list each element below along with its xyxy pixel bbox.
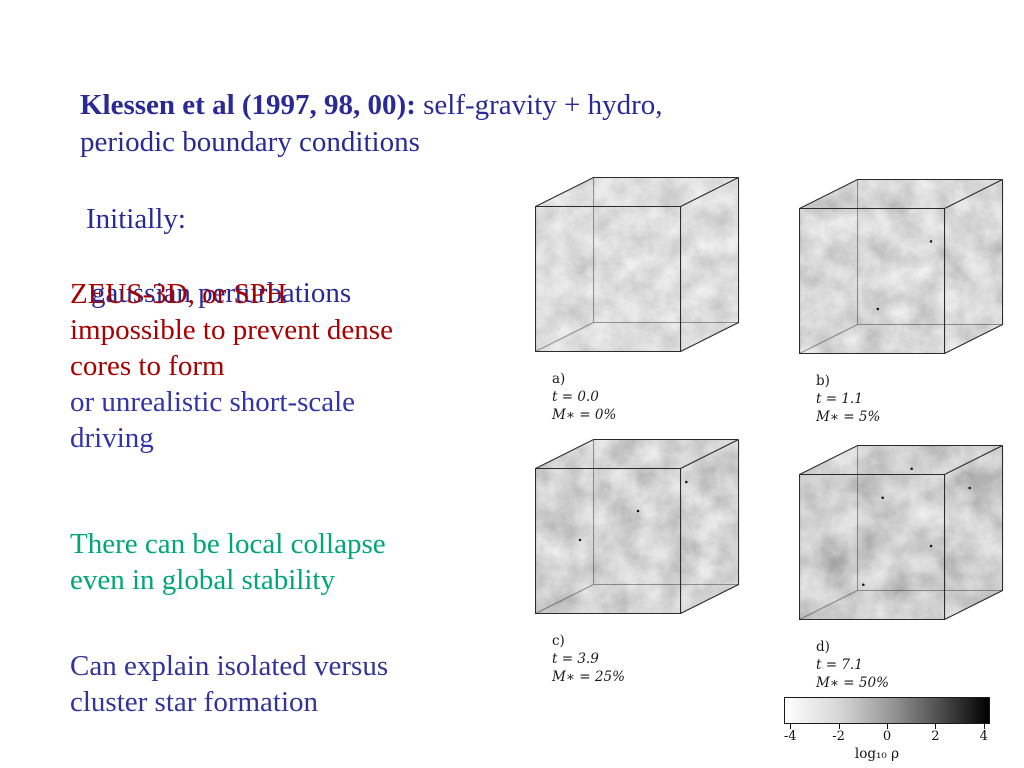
title-citation: Klessen et al (1997, 98, 00): [80,89,416,121]
panel-label: c) [552,633,565,649]
panel-time: t = 7.1 [816,657,863,673]
density-cube-image-d [799,444,1004,621]
simulation-panel-d: d) t = 7.1 M∗ = 50% [786,430,1018,692]
density-colorbar: -4 -2 0 2 4 log₁₀ ρ [784,697,990,762]
tick-label: -4 [783,729,797,744]
sink-particle-dots [862,467,971,586]
sink-particle-dots [578,480,688,542]
density-cube-image-a [535,176,740,353]
title-description: self-gravity + hydro, periodic boundary … [80,89,663,158]
gaussian-perturbations-label: gaussian perturbations [91,277,352,309]
colorbar-axis-label: log₁₀ ρ [854,746,900,762]
panel-label: d) [816,639,830,655]
simulation-panel-c: c) t = 3.9 M∗ = 25% [522,424,754,686]
density-cube-image-c [535,438,740,615]
panel-mass-fraction: M∗ = 25% [552,669,625,685]
tick-label: -2 [832,729,845,744]
panel-mass-fraction: M∗ = 5% [816,409,881,425]
panel-time: t = 1.1 [816,391,863,407]
local-collapse-text: There can be local collapse even in glob… [70,528,386,596]
simulation-panel-a: a) t = 0.0 M∗ = 0% [522,162,754,424]
colorbar-tickmarks [784,724,990,729]
simulation-panel-b: b) t = 1.1 M∗ = 5% [786,164,1018,426]
colorbar-tick-labels: -4 -2 0 2 4 [784,729,990,744]
panel-caption: d) t = 7.1 M∗ = 50% [786,638,1018,692]
panel-mass-fraction: M∗ = 0% [552,407,617,423]
panel-mass-fraction: M∗ = 50% [816,675,889,691]
panel-label: a) [552,371,566,387]
tick-label: 0 [882,729,892,744]
tick-label: 2 [931,729,940,744]
panel-caption: a) t = 0.0 M∗ = 0% [522,370,754,424]
slide-title: Klessen et al (1997, 98, 00): self-gravi… [80,50,820,161]
initial-conditions-text: Initially: gaussian perturbations [86,164,351,349]
density-cube-image-b [799,178,1004,355]
short-scale-driving-text: or unrealistic short-scale driving [70,386,356,454]
star-formation-text: Can explain isolated versus cluster star… [70,650,389,718]
colorbar-gradient [784,697,990,724]
sink-particle-dots [876,240,933,311]
zeus-sph-text: ZEUS-3D, or SPH impossible to prevent de… [70,278,393,382]
panel-caption: c) t = 3.9 M∗ = 25% [522,632,754,686]
panel-label: b) [816,373,830,389]
panel-time: t = 3.9 [552,651,599,667]
panel-time: t = 0.0 [552,389,599,405]
initially-label: Initially: [86,203,186,235]
panel-caption: b) t = 1.1 M∗ = 5% [786,372,1018,426]
tick-label: 4 [979,729,988,744]
